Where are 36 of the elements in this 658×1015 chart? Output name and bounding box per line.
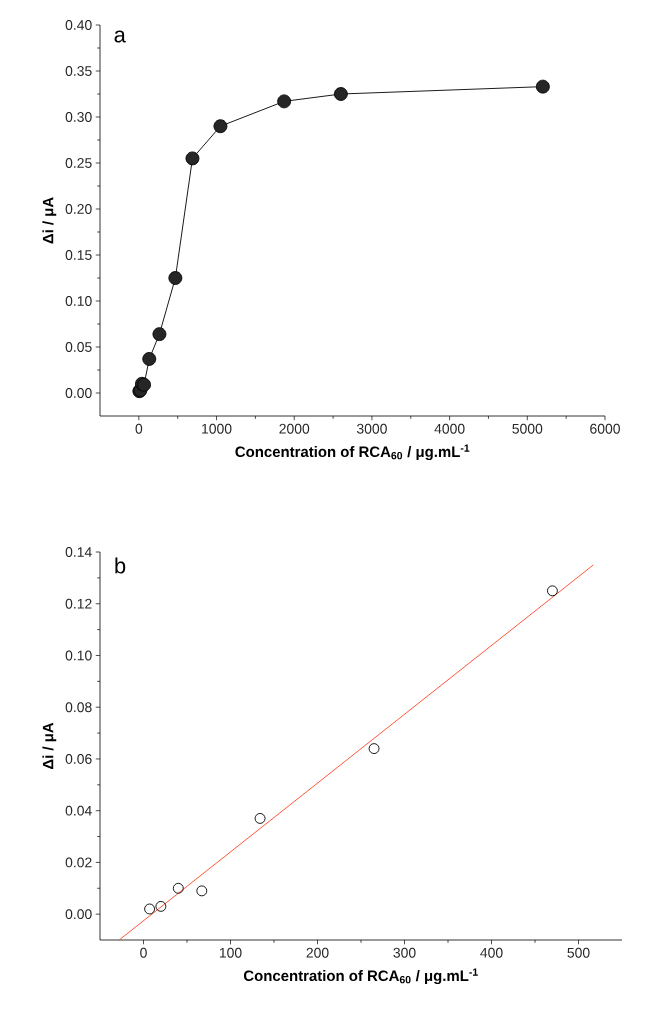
y-tick-label: 0.08: [65, 702, 92, 713]
y-tick-label: 0.25: [65, 158, 92, 168]
y-tick-label: 0.35: [65, 66, 92, 76]
y-tick-label: 0.40: [65, 20, 92, 30]
y-tick-label: 0.30: [65, 112, 92, 122]
y-tick-label: 0.04: [65, 805, 92, 816]
x-tick-label: 0: [135, 423, 143, 434]
x-tick-label: 300: [393, 947, 416, 958]
x-tick-label: 1000: [202, 423, 232, 434]
y-tick-label: 0.15: [65, 250, 92, 260]
y-tick-label: 0.14: [65, 547, 92, 557]
y-tick-label: 0.02: [65, 857, 92, 868]
y-axis-title: Δi / μA: [42, 197, 57, 244]
x-tick-label: 400: [480, 947, 503, 958]
y-tick-label: 0.10: [65, 650, 92, 661]
x-tick-label: 0: [140, 947, 147, 958]
y-tick-label: 0.05: [65, 342, 92, 352]
x-tick-label: 2000: [279, 423, 310, 434]
y-tick-label: 0.06: [65, 754, 92, 764]
y-axis-title: Δi / μA: [42, 722, 57, 770]
x-tick-label: 100: [219, 947, 242, 958]
x-tick-label: 200: [306, 947, 329, 958]
x-tick-label: 500: [567, 947, 590, 958]
annotation: b: [115, 557, 126, 574]
x-axis-title: Concentration of RCA$_{60}$ / μg.mL$^{-1}$: [243, 968, 478, 985]
annotation: a: [114, 30, 126, 43]
x-axis-title: Concentration of RCA$_{60}$ / μg.mL$^{-1}$: [235, 444, 470, 461]
y-tick-label: 0.00: [65, 388, 92, 398]
x-tick-label: 6000: [590, 423, 620, 434]
y-tick-label: 0.12: [65, 598, 92, 609]
x-tick-label: 4000: [434, 423, 465, 434]
y-tick-label: 0.00: [65, 909, 92, 920]
x-tick-label: 3000: [356, 423, 387, 434]
y-tick-label: 0.20: [65, 204, 92, 214]
x-tick-label: 5000: [512, 423, 543, 434]
y-tick-label: 0.10: [65, 296, 92, 306]
